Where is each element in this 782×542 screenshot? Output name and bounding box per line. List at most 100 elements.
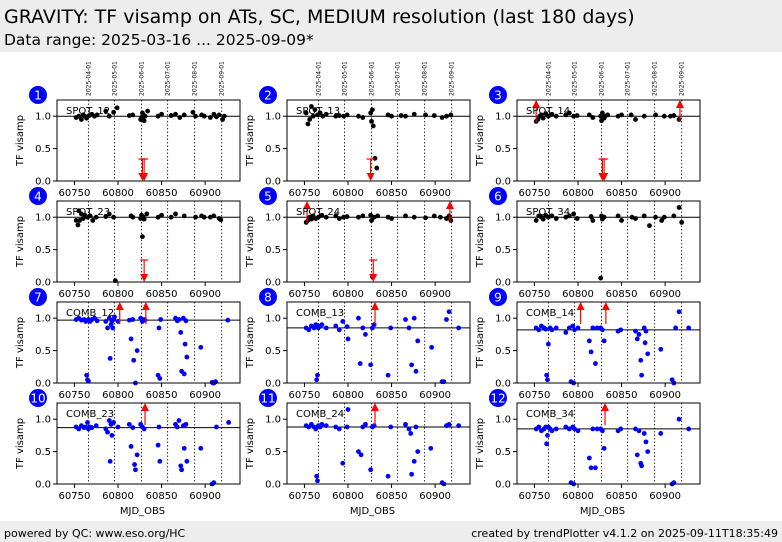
x-tick-label: 60750 [59, 390, 91, 401]
date-marker-label: 2025-08-01 [192, 61, 199, 96]
panel-number: 3 [494, 89, 502, 103]
panel-label: COMB_13 [296, 308, 344, 319]
data-point [553, 426, 559, 432]
data-point [658, 346, 664, 352]
y-axis-label: TF visamp [245, 115, 256, 167]
panel-frame [286, 402, 471, 485]
x-tick-label: 60900 [189, 289, 221, 300]
data-point [389, 113, 394, 119]
panel-frame [286, 301, 471, 384]
outlier-head [576, 302, 585, 310]
x-tick-label: 60750 [519, 390, 551, 401]
data-point [633, 117, 638, 122]
y-tick-label: 0.5 [265, 144, 281, 155]
data-point [456, 423, 462, 429]
data-point [615, 213, 621, 219]
data-point [93, 214, 99, 220]
data-point [144, 211, 150, 217]
data-point [226, 420, 232, 425]
y-axis-label: TF visamp [475, 216, 486, 268]
panel-label: SPOT_23 [66, 207, 110, 218]
panel-number-badge [259, 86, 277, 104]
data-point [618, 426, 624, 432]
y-tick-label: 0.5 [495, 144, 511, 155]
data-point [201, 214, 207, 220]
data-point [314, 377, 320, 383]
data-point [446, 309, 452, 315]
data-point [403, 213, 408, 219]
data-point [155, 442, 161, 448]
y-tick-label: 1.0 [495, 112, 511, 123]
y-tick-label: 0.0 [35, 480, 51, 491]
outlier-head [600, 173, 609, 181]
data-point [313, 322, 319, 328]
data-point [106, 113, 112, 119]
x-tick-label: 60800 [562, 289, 594, 300]
data-point [368, 467, 374, 473]
panel-label: COMB_23 [66, 409, 114, 420]
panel-3: 2025-04-01 2025-05-01 2025-06-01 2025-07-01… [475, 61, 701, 199]
date-marker-label: 2025-07-01 [165, 61, 172, 96]
data-point [183, 421, 189, 427]
y-tick-label: 0.5 [35, 245, 51, 256]
data-point [570, 323, 576, 329]
x-tick-label: 60800 [332, 188, 364, 199]
data-point [448, 218, 454, 223]
data-point [545, 377, 550, 383]
panel-6: 0.0 0.5 1.0 60750 60800 60850 60900 TF visamp SP… [475, 187, 701, 300]
data-point [633, 328, 638, 334]
data-point [87, 213, 93, 219]
date-marker-label: 2025-09-01 [679, 61, 686, 96]
panel-frame [56, 402, 241, 485]
y-tick-label: 0.0 [35, 379, 51, 390]
data-point [319, 421, 325, 427]
data-point [446, 213, 452, 219]
data-point [594, 426, 600, 432]
x-tick-label: 60750 [519, 289, 551, 300]
data-point [563, 330, 569, 335]
data-point [207, 115, 213, 120]
data-point [574, 216, 580, 221]
x-tick-label: 60850 [606, 289, 638, 300]
outlier-head [675, 100, 684, 108]
data-point [107, 458, 113, 464]
data-point [183, 318, 189, 324]
data-point [133, 467, 138, 473]
y-tick-label: 0.0 [495, 278, 511, 289]
y-axis-label: TF visamp [475, 115, 486, 167]
data-point [345, 336, 351, 342]
data-point [363, 332, 368, 337]
data-range-subtitle: Data range: 2025-03-16 ... 2025-09-09* [4, 31, 314, 49]
data-point [356, 449, 361, 454]
footer-bar [0, 521, 782, 542]
data-point [306, 327, 312, 333]
data-point [549, 428, 555, 434]
data-point [371, 322, 377, 328]
data-point [601, 338, 607, 344]
data-point [600, 428, 605, 434]
data-point [545, 113, 551, 119]
panel-number: 6 [494, 190, 502, 204]
data-point [103, 108, 109, 114]
data-point [134, 452, 140, 458]
y-tick-label: 1.0 [265, 415, 281, 426]
data-point [145, 108, 151, 114]
data-point [389, 216, 394, 221]
data-point [647, 223, 652, 229]
panel-9: 0.0 0.5 1.0 60750 60800 60850 60900 TF visamp CO… [475, 288, 701, 401]
panel-number-badge [489, 288, 507, 306]
panel-2: 2025-04-01 2025-05-01 2025-06-01 2025-07-01… [245, 61, 471, 199]
data-point [76, 113, 82, 119]
x-tick-label: 60750 [519, 491, 551, 502]
data-point [593, 465, 598, 471]
x-tick-label: 60850 [606, 491, 638, 502]
data-point [115, 424, 121, 430]
data-point [411, 111, 417, 117]
data-point [545, 433, 550, 438]
x-tick-label: 60850 [376, 390, 408, 401]
x-tick-label: 60900 [419, 289, 451, 300]
y-tick-label: 0.0 [35, 278, 51, 289]
y-tick-label: 0.5 [265, 245, 281, 256]
data-point [408, 431, 414, 436]
y-tick-label: 0.5 [265, 346, 281, 357]
